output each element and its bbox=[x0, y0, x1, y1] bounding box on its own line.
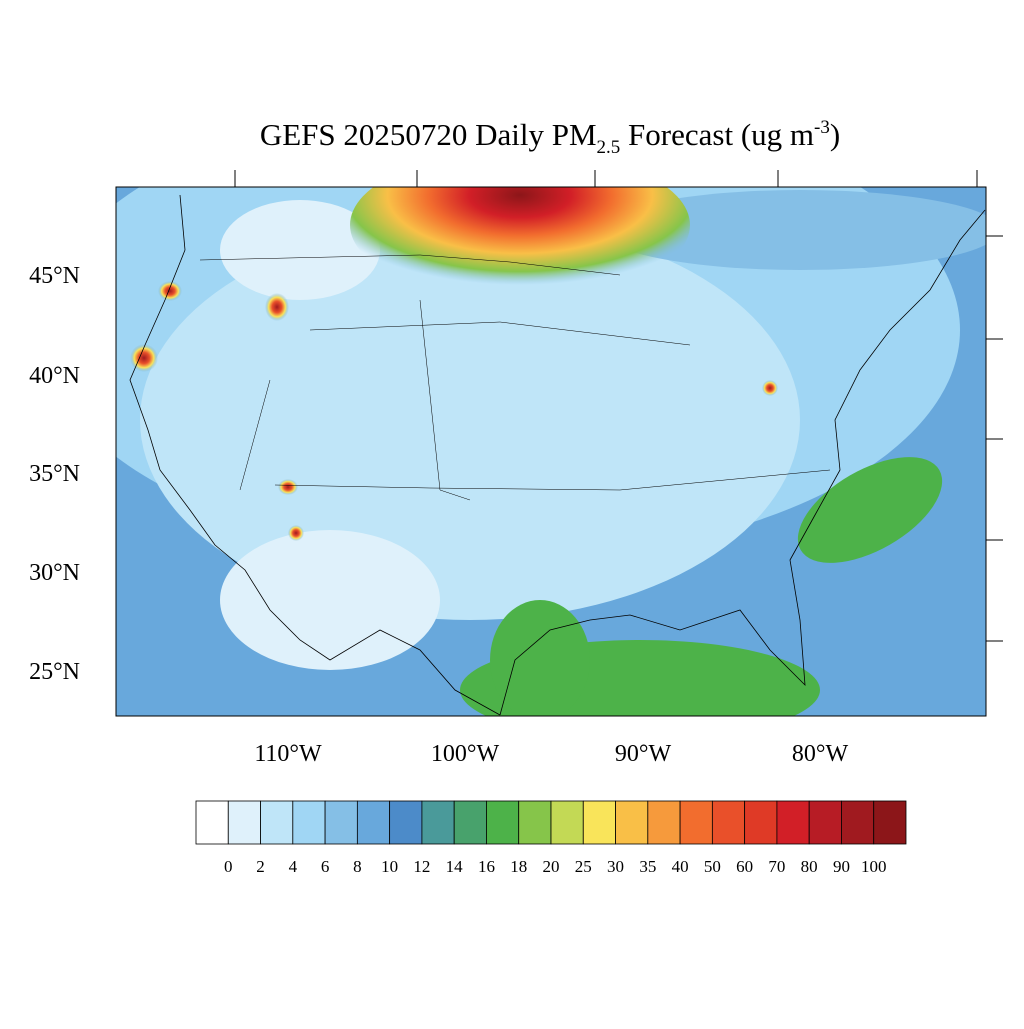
title: GEFS 20250720 Daily PM2.5 Forecast (ug m… bbox=[260, 117, 840, 158]
lat-label: 30°N bbox=[29, 560, 80, 586]
colorbar-label: 16 bbox=[478, 857, 495, 876]
colorbar-label: 20 bbox=[543, 857, 560, 876]
colorbar-box bbox=[518, 800, 552, 845]
colorbar-box bbox=[227, 800, 261, 845]
colorbar-box bbox=[615, 800, 649, 845]
colorbar-box bbox=[647, 800, 681, 845]
colorbar-label: 4 bbox=[289, 857, 298, 876]
colorbar-label: 60 bbox=[736, 857, 753, 876]
title-superscript: -3 bbox=[814, 117, 830, 138]
colorbar-box bbox=[486, 800, 520, 845]
lon-label: 90°W bbox=[615, 741, 672, 767]
lon-label: 80°W bbox=[792, 741, 849, 767]
colorbar-label: 0 bbox=[224, 857, 233, 876]
colorbar-box bbox=[260, 800, 294, 845]
lat-label: 40°N bbox=[29, 363, 80, 389]
colorbar-label: 8 bbox=[353, 857, 362, 876]
colorbar-label: 18 bbox=[510, 857, 527, 876]
colorbar-label: 30 bbox=[607, 857, 624, 876]
colorbar-label: 25 bbox=[575, 857, 592, 876]
lon-label: 100°W bbox=[431, 741, 500, 767]
colorbar-box bbox=[292, 800, 326, 845]
lon-labels: 110°W 100°W 90°W 80°W bbox=[254, 741, 848, 767]
colorbar-box bbox=[195, 800, 229, 845]
colorbar-label: 6 bbox=[321, 857, 330, 876]
colorbar-box bbox=[841, 800, 875, 845]
frame-ticks bbox=[234, 170, 1003, 642]
colorbar-label: 12 bbox=[413, 857, 430, 876]
colorbar: 0 2 4 6 8 10 12 14 16 18 20 25 30 35 40 50 60 70 80 90 100 bbox=[195, 800, 907, 876]
colorbar-box bbox=[324, 800, 358, 845]
colorbar-label: 35 bbox=[639, 857, 656, 876]
colorbar-box bbox=[873, 800, 907, 845]
lon-label: 110°W bbox=[254, 741, 322, 767]
lat-label: 45°N bbox=[29, 263, 80, 289]
colorbar-box bbox=[582, 800, 616, 845]
colorbar-box bbox=[453, 800, 487, 845]
title-subscript: 2.5 bbox=[597, 137, 621, 158]
title-end: ) bbox=[830, 117, 840, 152]
plot-frame bbox=[115, 186, 987, 717]
colorbar-label: 70 bbox=[768, 857, 785, 876]
colorbar-label: 80 bbox=[801, 857, 818, 876]
colorbar-box bbox=[550, 800, 584, 845]
colorbar-box bbox=[679, 800, 713, 845]
title-middle: Forecast (ug m bbox=[620, 117, 814, 152]
lat-label: 25°N bbox=[29, 659, 80, 685]
title-main: GEFS 20250720 Daily PM bbox=[260, 117, 597, 152]
lat-label: 35°N bbox=[29, 461, 80, 487]
colorbar-box bbox=[808, 800, 842, 845]
colorbar-box bbox=[711, 800, 746, 845]
colorbar-label: 50 bbox=[704, 857, 721, 876]
colorbar-label: 10 bbox=[381, 857, 398, 876]
lat-labels: 45°N 40°N 35°N 30°N 25°N bbox=[29, 263, 80, 685]
colorbar-label: 90 bbox=[833, 857, 850, 876]
coastlines bbox=[129, 194, 986, 716]
colorbar-box bbox=[744, 800, 778, 845]
colorbar-box bbox=[356, 800, 391, 845]
colorbar-box bbox=[389, 800, 423, 845]
pm-field bbox=[116, 187, 986, 716]
colorbar-label: 40 bbox=[672, 857, 689, 876]
colorbar-label: 14 bbox=[446, 857, 464, 876]
colorbar-label: 100 bbox=[861, 857, 887, 876]
colorbar-box bbox=[421, 800, 455, 845]
colorbar-label: 2 bbox=[256, 857, 265, 876]
colorbar-box bbox=[776, 800, 810, 845]
